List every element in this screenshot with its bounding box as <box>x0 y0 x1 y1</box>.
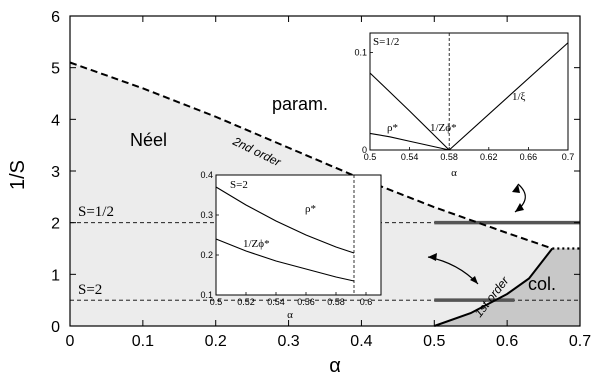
inset1-x-tick-label-1: 0.54 <box>401 152 419 162</box>
inset2-x-tick-label-3: 0.56 <box>297 297 315 307</box>
inset2-y-tick-label-3: 0.4 <box>200 170 213 180</box>
y-axis-ticks: 0 1 2 3 4 5 6 <box>51 9 580 336</box>
inset-s-two-ticks: 0.5 0.52 0.54 0.56 0.58 0.6 0.1 0.2 0.3 0.4 <box>200 170 372 307</box>
inset-s-two-label-rho: ρ* <box>305 203 316 215</box>
inset2-series-line-1 <box>215 238 355 282</box>
y-tick-label-0: 0 <box>51 319 60 336</box>
x-tick-label-5: 0.5 <box>423 333 445 350</box>
inset-s-two-legend: S=2 <box>230 179 248 191</box>
inset2-y-tick-label-2: 0.3 <box>200 210 213 220</box>
inset-s-two-frame <box>215 174 382 296</box>
inset-s-two-xlabel: α <box>287 309 293 321</box>
inset2-series-line-0 <box>215 186 355 254</box>
boundary-line-1 <box>433 247 554 327</box>
inset2-x-tick-label-4: 0.58 <box>327 297 345 307</box>
inset-s-half-series <box>369 42 569 151</box>
inset1-x-tick-label-0: 0.5 <box>364 152 377 162</box>
inset-s-half-ticks: 0.5 0.54 0.58 0.62 0.66 0.7 0 0.1 <box>354 48 574 163</box>
x-tick-label-4: 0.4 <box>350 333 372 350</box>
inset2-y-tick-label-1: 0.2 <box>200 250 213 260</box>
x-tick-label-1: 0.1 <box>132 333 154 350</box>
inset-s-two: 0.5 0.52 0.54 0.56 0.58 0.6 0.1 0.2 0.3 0.4 S=2 ρ… <box>200 170 382 321</box>
inset-s-half-frame <box>369 32 569 151</box>
inset-s-half-label-rho: ρ* <box>387 122 398 134</box>
inset1-x-tick-label-2: 0.58 <box>440 152 458 162</box>
inset1-series-line-0 <box>369 132 450 151</box>
y-tick-label-5: 5 <box>51 61 60 78</box>
inset1-x-tick-label-3: 0.62 <box>480 152 498 162</box>
inset2-y-tick-label-0: 0.1 <box>200 290 213 300</box>
x-axis-ticks: 0 0.1 0.2 0.3 0.4 0.5 0.6 0.7 <box>66 16 591 350</box>
x-tick-label-6: 0.6 <box>496 333 518 350</box>
inset2-x-tick-label-0: 0.5 <box>210 297 223 307</box>
inset-s-half-background <box>370 33 568 150</box>
inset-s-half-label-xi: 1/ξ <box>512 91 526 103</box>
level-label-s-half: S=1/2 <box>78 204 114 220</box>
x-tick-label-3: 0.3 <box>277 333 299 350</box>
arrow-to-top-inset <box>512 183 526 213</box>
y-tick-label-6: 6 <box>51 9 60 26</box>
x-axis-title: α <box>329 355 341 377</box>
inset1-x-tick-label-4: 0.66 <box>520 152 538 162</box>
inset1-y-tick-label-0: 0 <box>362 145 367 155</box>
inset-s-half-xlabel: α <box>451 167 457 179</box>
inset-s-two-series <box>215 186 355 282</box>
level-label-s-two: S=2 <box>78 282 102 298</box>
inset2-x-tick-label-2: 0.54 <box>267 297 285 307</box>
inset1-y-tick-label-1: 0.1 <box>354 48 367 58</box>
region-label-neel: Néel <box>130 130 167 150</box>
y-tick-label-3: 3 <box>51 164 60 181</box>
region-label-col: col. <box>528 274 556 294</box>
x-tick-label-7: 0.7 <box>569 333 591 350</box>
inset1-series-line-2 <box>448 42 569 151</box>
inset-s-two-label-z: 1/Zϕ* <box>243 238 270 250</box>
boundary-line-0 <box>69 61 553 250</box>
inset-s-two-background <box>216 175 381 295</box>
y-tick-label-1: 1 <box>51 267 60 284</box>
x-tick-label-2: 0.2 <box>205 333 227 350</box>
inset2-x-tick-label-5: 0.6 <box>360 297 373 307</box>
arrow-to-bottom-inset <box>427 253 479 285</box>
y-axis-title: 1/S <box>7 160 29 190</box>
region-label-param: param. <box>272 94 328 114</box>
inset-s-half: 0.5 0.54 0.58 0.62 0.66 0.7 0 0.1 S=1/2 ρ* 1/Zϕ… <box>354 32 574 179</box>
x-tick-label-0: 0 <box>66 333 75 350</box>
collinear-region <box>434 248 580 326</box>
inset-s-half-label-z: 1/Zϕ* <box>430 122 457 134</box>
inset1-series-line-1 <box>369 72 450 151</box>
y-tick-label-2: 2 <box>51 216 60 233</box>
inset-s-half-legend: S=1/2 <box>373 36 399 48</box>
y-tick-label-4: 4 <box>51 112 60 129</box>
inset2-x-tick-label-1: 0.52 <box>237 297 255 307</box>
phase-boundaries <box>69 61 580 327</box>
inset1-x-tick-label-5: 0.7 <box>562 152 575 162</box>
